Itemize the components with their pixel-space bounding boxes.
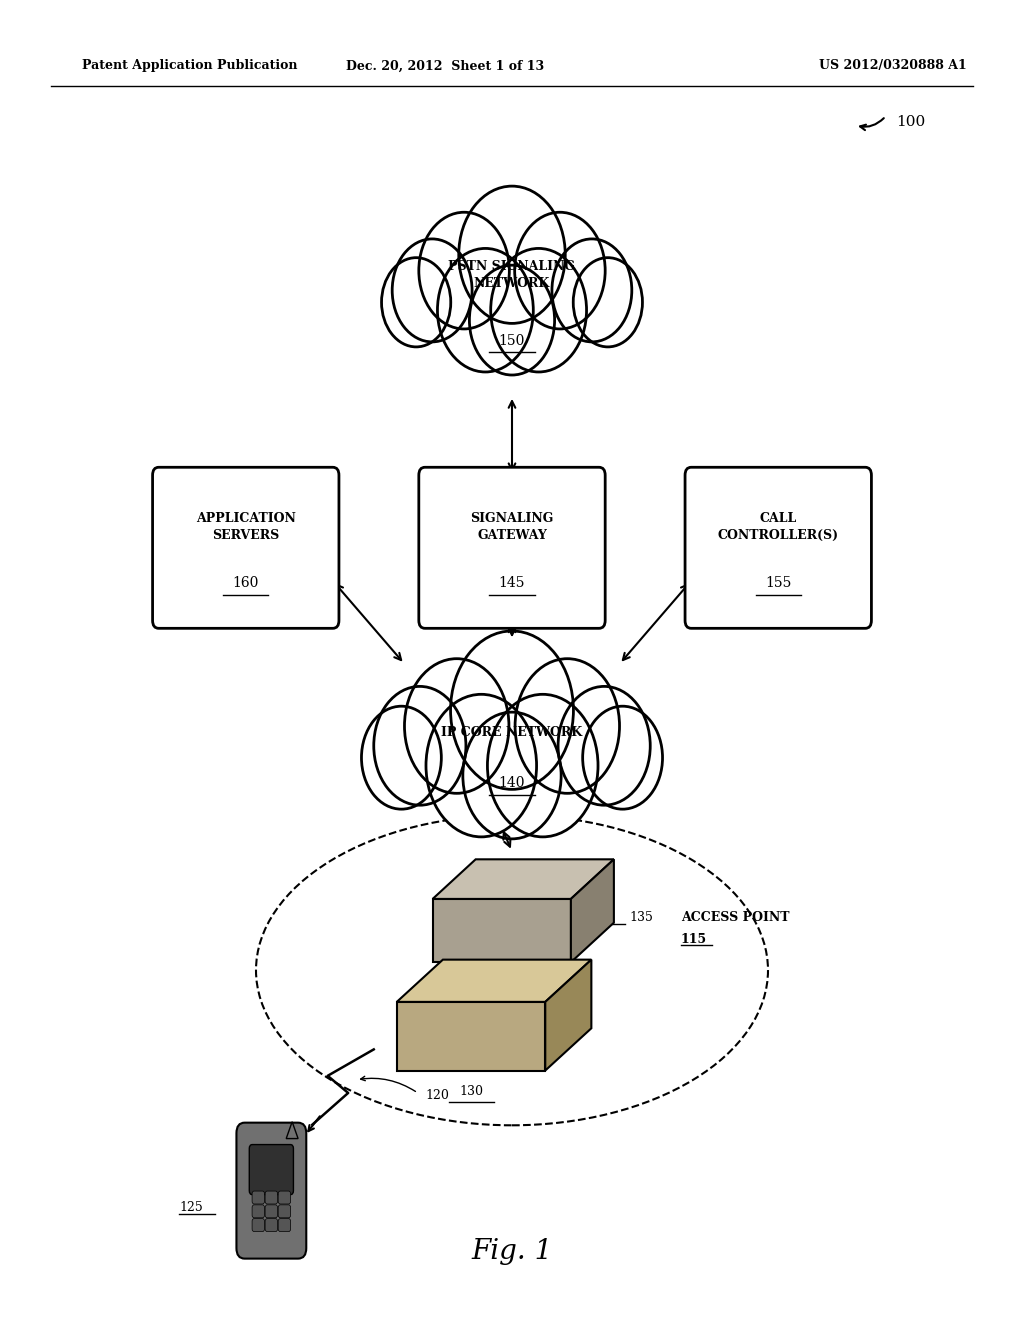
Polygon shape	[397, 960, 592, 1002]
FancyBboxPatch shape	[265, 1218, 278, 1232]
Circle shape	[515, 659, 620, 793]
Text: SIGNALING
GATEWAY: SIGNALING GATEWAY	[470, 512, 554, 541]
Text: Dec. 20, 2012  Sheet 1 of 13: Dec. 20, 2012 Sheet 1 of 13	[346, 59, 545, 73]
Circle shape	[419, 213, 509, 329]
Polygon shape	[432, 859, 614, 899]
FancyBboxPatch shape	[249, 1144, 294, 1195]
Text: 130: 130	[459, 1085, 483, 1098]
Text: 145: 145	[499, 577, 525, 590]
FancyBboxPatch shape	[265, 1191, 278, 1204]
Circle shape	[382, 257, 451, 347]
FancyBboxPatch shape	[252, 1191, 264, 1204]
FancyBboxPatch shape	[265, 1205, 278, 1218]
Circle shape	[392, 239, 472, 342]
Text: 135: 135	[630, 911, 653, 924]
FancyBboxPatch shape	[237, 1122, 306, 1259]
Text: 160: 160	[232, 577, 259, 590]
Circle shape	[490, 248, 587, 372]
FancyBboxPatch shape	[252, 1218, 264, 1232]
Text: 100: 100	[896, 115, 926, 129]
FancyBboxPatch shape	[279, 1218, 291, 1232]
Text: 155: 155	[765, 577, 792, 590]
FancyBboxPatch shape	[252, 1205, 264, 1218]
FancyBboxPatch shape	[279, 1205, 291, 1218]
Polygon shape	[432, 899, 571, 962]
Polygon shape	[571, 859, 614, 962]
Circle shape	[459, 186, 565, 323]
Polygon shape	[545, 960, 592, 1071]
FancyBboxPatch shape	[153, 467, 339, 628]
Circle shape	[469, 265, 555, 375]
Text: US 2012/0320888 A1: US 2012/0320888 A1	[819, 59, 967, 73]
Circle shape	[552, 239, 632, 342]
Circle shape	[426, 694, 537, 837]
Circle shape	[463, 713, 561, 840]
Circle shape	[437, 248, 534, 372]
Text: Patent Application Publication: Patent Application Publication	[82, 59, 297, 73]
Circle shape	[451, 631, 573, 789]
FancyBboxPatch shape	[279, 1191, 291, 1204]
Text: 125: 125	[179, 1201, 203, 1214]
Text: IP CORE NETWORK: IP CORE NETWORK	[441, 726, 583, 739]
Circle shape	[374, 686, 466, 805]
Polygon shape	[287, 1122, 298, 1139]
FancyBboxPatch shape	[685, 467, 871, 628]
Text: 140: 140	[499, 776, 525, 789]
Circle shape	[515, 213, 605, 329]
Circle shape	[361, 706, 441, 809]
Circle shape	[583, 706, 663, 809]
Text: 150: 150	[499, 334, 525, 347]
Text: APPLICATION
SERVERS: APPLICATION SERVERS	[196, 512, 296, 541]
Circle shape	[487, 694, 598, 837]
Circle shape	[558, 686, 650, 805]
Text: 115: 115	[681, 933, 708, 946]
Text: ACCESS POINT: ACCESS POINT	[681, 911, 790, 924]
Text: CALL
CONTROLLER(S): CALL CONTROLLER(S)	[718, 512, 839, 541]
FancyBboxPatch shape	[419, 467, 605, 628]
Text: 120: 120	[425, 1089, 449, 1102]
Text: Fig. 1: Fig. 1	[471, 1238, 553, 1265]
Circle shape	[573, 257, 642, 347]
Polygon shape	[397, 1002, 545, 1071]
Text: PSTN SIGNALING
NETWORK: PSTN SIGNALING NETWORK	[449, 260, 575, 289]
Circle shape	[404, 659, 509, 793]
